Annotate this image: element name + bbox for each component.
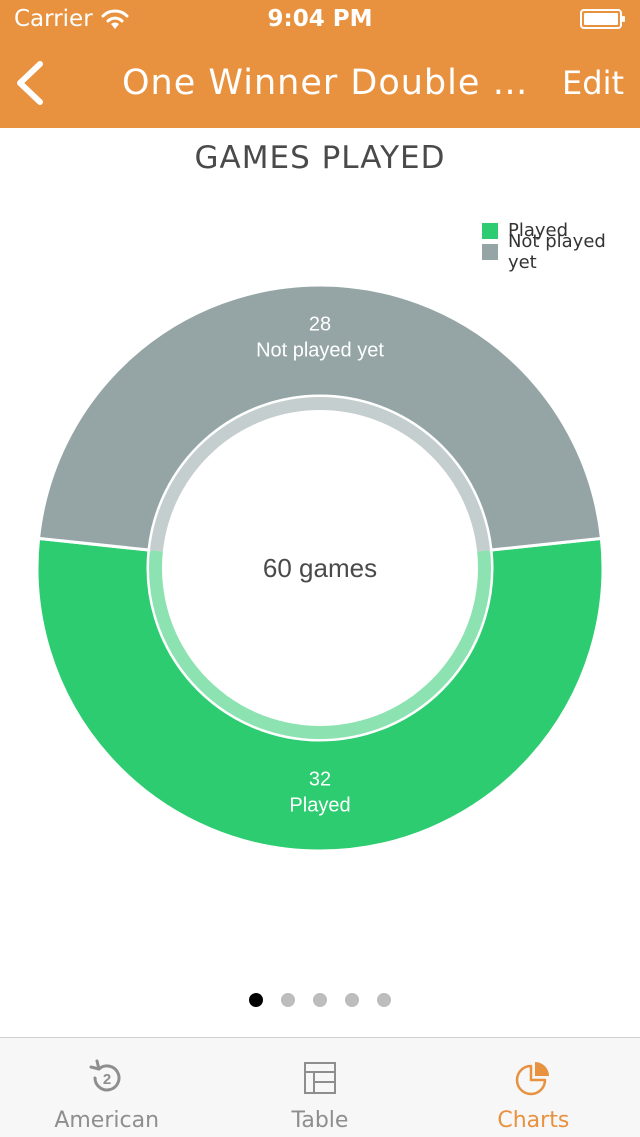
header: Carrier 9:04 PM One Winner Double Elimin… bbox=[0, 0, 640, 128]
legend-swatch bbox=[482, 222, 498, 239]
section-title: GAMES PLAYED bbox=[194, 140, 446, 176]
status-time: 9:04 PM bbox=[267, 6, 373, 32]
donut-center-label: 60 games bbox=[263, 553, 377, 583]
tab-bar: 2 American Table Charts bbox=[0, 1037, 640, 1137]
status-bar: Carrier 9:04 PM bbox=[0, 0, 640, 40]
tab-table[interactable]: Table bbox=[213, 1038, 426, 1137]
battery-icon bbox=[580, 9, 625, 29]
tab-label-american: American bbox=[54, 1108, 160, 1133]
pie-chart-icon bbox=[516, 1062, 550, 1096]
carrier-label: Carrier bbox=[14, 6, 93, 32]
page-dot[interactable] bbox=[345, 993, 359, 1007]
tab-label-charts: Charts bbox=[497, 1108, 570, 1133]
svg-text:2: 2 bbox=[102, 1071, 110, 1088]
legend-swatch bbox=[482, 243, 498, 260]
legend-item: Not played yet bbox=[482, 231, 640, 273]
page-dot[interactable] bbox=[377, 993, 391, 1007]
back-button[interactable] bbox=[10, 58, 54, 108]
page-indicator[interactable] bbox=[0, 993, 640, 1007]
legend-item: Played bbox=[482, 220, 640, 241]
donut-chart: 32 Played 28 Not played yet 60 games bbox=[35, 283, 605, 853]
nav-bar: One Winner Double Elimination Edit bbox=[0, 40, 640, 128]
carrier: Carrier bbox=[14, 6, 129, 32]
edit-button[interactable]: Edit bbox=[562, 64, 624, 102]
donut-slice[interactable] bbox=[35, 536, 605, 853]
tab-charts[interactable]: Charts bbox=[427, 1038, 640, 1137]
page-dot[interactable] bbox=[249, 993, 263, 1007]
chart-legend: Played Not played yet bbox=[482, 220, 640, 273]
slice-name-label: Played bbox=[289, 795, 350, 817]
page-dot[interactable] bbox=[281, 993, 295, 1007]
tab-american[interactable]: 2 American bbox=[0, 1038, 213, 1137]
legend-label: Played bbox=[508, 220, 569, 241]
page-dot[interactable] bbox=[313, 993, 327, 1007]
tab-label-table: Table bbox=[291, 1108, 349, 1133]
slice-name-label: Not played yet bbox=[256, 340, 384, 362]
table-icon bbox=[303, 1062, 336, 1094]
slice-value-label: 32 bbox=[309, 769, 331, 791]
slice-value-label: 28 bbox=[309, 314, 331, 336]
legend-label: Not played yet bbox=[507, 230, 606, 273]
wifi-icon bbox=[101, 9, 129, 29]
page-title: One Winner Double Elimination bbox=[122, 63, 542, 103]
history-icon: 2 bbox=[89, 1059, 121, 1092]
donut-slice[interactable] bbox=[36, 283, 604, 552]
